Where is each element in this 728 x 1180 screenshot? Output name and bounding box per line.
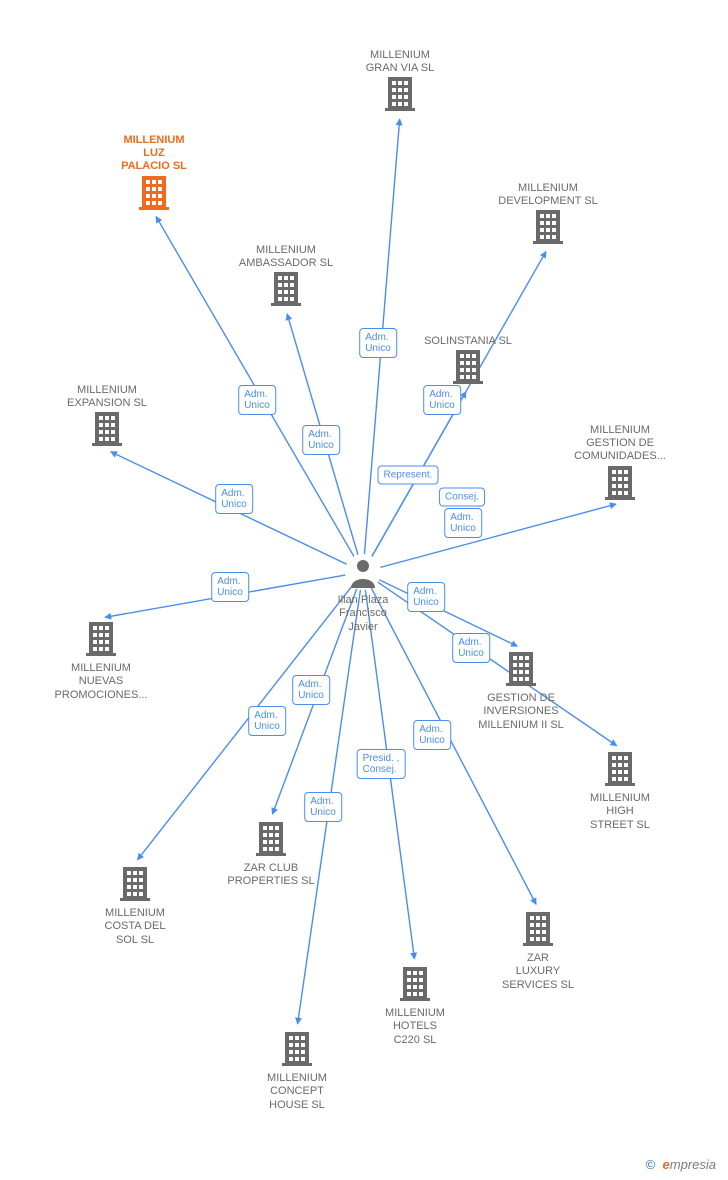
company-node-ambassador[interactable]: MILLENIUM AMBASSADOR SL [226,242,346,311]
building-icon [506,650,536,690]
building-icon [92,410,122,450]
edge-label: Adm.Unico [452,633,490,663]
company-node-concept[interactable]: MILLENIUM CONCEPT HOUSE SL [237,1030,357,1112]
company-node-highstreet[interactable]: MILLENIUM HIGH STREET SL [560,750,680,832]
building-icon [605,750,635,790]
company-label: MILLENIUM NUEVAS PROMOCIONES... [41,662,161,702]
person-icon [349,579,377,591]
company-node-solin[interactable]: SOLINSTANIA SL [408,333,528,388]
company-node-gestion[interactable]: MILLENIUM GESTION DE COMUNIDADES... [560,422,680,504]
company-node-hotels[interactable]: MILLENIUM HOTELS C220 SL [355,965,475,1047]
company-node-costa[interactable]: MILLENIUM COSTA DEL SOL SL [75,865,195,947]
company-label: MILLENIUM CONCEPT HOUSE SL [237,1072,357,1112]
edge-label: Adm.Unico [302,425,340,455]
person-label: Illan Plaza Francisco Javier [318,594,408,634]
company-label: MILLENIUM HIGH STREET SL [560,792,680,832]
edge-line [380,504,616,567]
brand-rest: mpresia [670,1157,716,1172]
company-node-nuevas[interactable]: MILLENIUM NUEVAS PROMOCIONES... [41,620,161,702]
company-label: MILLENIUM LUZ PALACIO SL [94,134,214,174]
edge-label: Adm.Unico [211,572,249,602]
company-label: MILLENIUM EXPANSION SL [47,384,167,410]
building-icon [271,270,301,310]
edge-label: Adm.Unico [407,582,445,612]
copyright-symbol: © [646,1157,656,1172]
center-person-node[interactable]: Illan Plaza Francisco Javier [318,558,408,634]
company-node-zarlux[interactable]: ZAR LUXURY SERVICES SL [478,910,598,992]
edge-label: Adm.Unico [444,508,482,538]
company-label: MILLENIUM AMBASSADOR SL [226,244,346,270]
edge-label: Adm.Unico [413,720,451,750]
company-node-gran_via[interactable]: MILLENIUM GRAN VIA SL [340,47,460,116]
company-label: GESTION DE INVERSIONES MILLENIUM II SL [461,692,581,732]
edge-label: Consej. [439,488,485,507]
brand-first-letter: e [663,1157,670,1172]
edge-label: Adm.Unico [423,385,461,415]
building-icon [533,208,563,248]
edge-label: Adm.Unico [292,675,330,705]
building-icon [256,820,286,860]
edge-label: Adm.Unico [304,792,342,822]
building-icon [400,965,430,1005]
company-label: ZAR CLUB PROPERTIES SL [211,862,331,888]
building-icon [605,464,635,504]
company-label: MILLENIUM HOTELS C220 SL [355,1007,475,1047]
building-icon [453,348,483,388]
footer-credit: © empresia [646,1157,716,1172]
company-label: ZAR LUXURY SERVICES SL [478,952,598,992]
edge-label: Presid. ,Consej. [357,749,406,779]
edge-label: Represent. [378,466,439,485]
edge-label: Adm.Unico [238,385,276,415]
company-label: MILLENIUM COSTA DEL SOL SL [75,907,195,947]
building-icon [86,620,116,660]
company-label: MILLENIUM DEVELOPMENT SL [488,182,608,208]
building-icon [139,174,169,214]
edge-label: Adm.Unico [359,328,397,358]
company-node-luz[interactable]: MILLENIUM LUZ PALACIO SL [94,132,214,214]
company-label: MILLENIUM GESTION DE COMUNIDADES... [560,424,680,464]
company-node-zarclub[interactable]: ZAR CLUB PROPERTIES SL [211,820,331,889]
company-node-expansion[interactable]: MILLENIUM EXPANSION SL [47,382,167,451]
company-node-development[interactable]: MILLENIUM DEVELOPMENT SL [488,180,608,249]
building-icon [282,1030,312,1070]
edge-label: Adm.Unico [248,706,286,736]
company-label: MILLENIUM GRAN VIA SL [340,49,460,75]
company-label: SOLINSTANIA SL [408,335,528,348]
building-icon [120,865,150,905]
edge-label: Adm.Unico [215,484,253,514]
building-icon [523,910,553,950]
building-icon [385,75,415,115]
